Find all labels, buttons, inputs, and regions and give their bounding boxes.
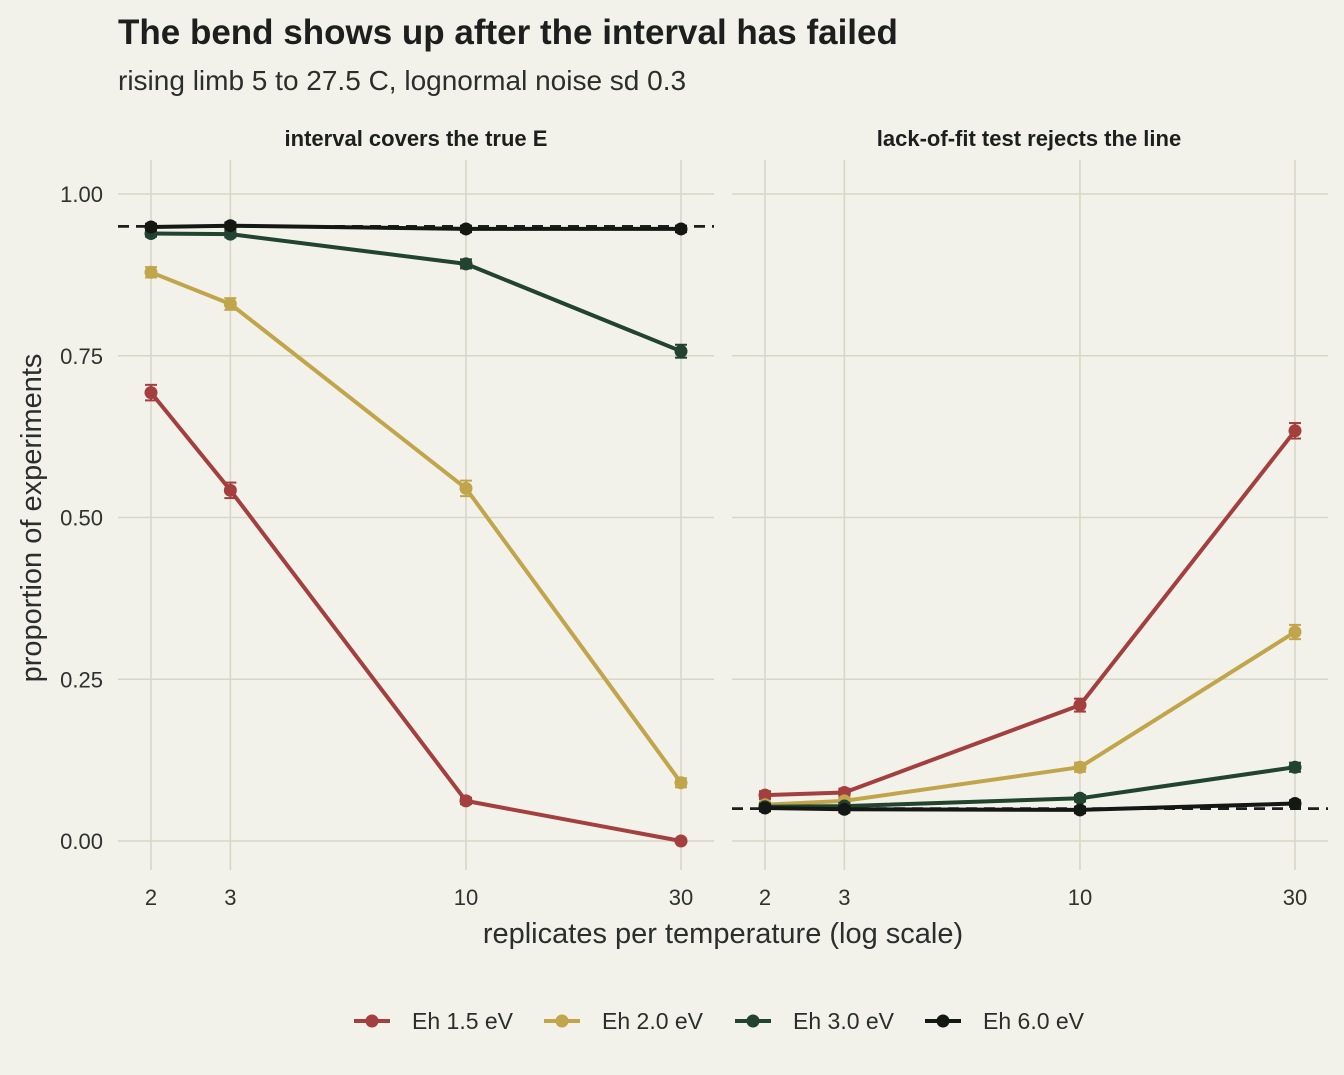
y-axis-title: proportion of experiments xyxy=(16,354,48,683)
data-point xyxy=(1288,625,1302,639)
data-point xyxy=(459,257,473,271)
data-point xyxy=(144,265,158,279)
data-point xyxy=(1073,803,1087,817)
legend-label: Eh 3.0 eV xyxy=(793,1008,895,1034)
series-line xyxy=(150,223,681,231)
y-tick-label: 0.50 xyxy=(60,506,103,531)
series-line xyxy=(764,630,1297,807)
y-tick-label: 0.25 xyxy=(60,667,103,692)
legend-item: Eh 2.0 eV xyxy=(544,1008,704,1034)
panel-lack-of-fit: lack-of-fit test rejects the line 2 3 10 30 xyxy=(732,126,1328,910)
y-tick-label: 0.00 xyxy=(60,829,103,854)
x-tick-label: 2 xyxy=(759,885,771,910)
data-point xyxy=(144,386,158,400)
legend-label: Eh 1.5 eV xyxy=(412,1008,514,1034)
legend-label: Eh 2.0 eV xyxy=(602,1008,704,1034)
data-point xyxy=(837,802,851,816)
legend-item: Eh 3.0 eV xyxy=(735,1008,895,1034)
chart-title: The bend shows up after the interval has… xyxy=(118,13,898,52)
series-line xyxy=(764,801,1296,812)
data-point xyxy=(223,219,237,233)
series-line xyxy=(150,270,683,784)
data-point xyxy=(223,297,237,311)
legend-key-point xyxy=(746,1014,760,1028)
data-point xyxy=(1073,698,1087,712)
data-point xyxy=(1073,791,1087,805)
data-point xyxy=(1288,760,1302,774)
legend: Eh 1.5 eV Eh 2.0 eV Eh 3.0 eV Eh 6.0 eV xyxy=(354,1008,1085,1034)
series-line xyxy=(149,391,682,843)
x-axis-title: replicates per temperature (log scale) xyxy=(483,918,963,950)
x-tick-label: 10 xyxy=(1068,885,1092,910)
series-line xyxy=(150,231,682,354)
data-point xyxy=(459,222,473,236)
panel-strip-label: lack-of-fit test rejects the line xyxy=(877,126,1181,151)
x-tick-label: 10 xyxy=(454,885,478,910)
series-line xyxy=(764,765,1296,809)
data-point xyxy=(674,222,688,236)
panel-strip-label: interval covers the true E xyxy=(285,126,548,151)
legend-item: Eh 1.5 eV xyxy=(354,1008,514,1034)
data-point xyxy=(758,788,772,802)
data-point xyxy=(223,483,237,497)
chart-subtitle: rising limb 5 to 27.5 C, lognormal noise… xyxy=(118,65,686,96)
panel-interval-coverage: interval covers the true E 2 3 10 30 xyxy=(118,126,714,910)
data-point xyxy=(674,776,688,790)
legend-key-point xyxy=(555,1014,569,1028)
data-point xyxy=(1073,760,1087,774)
legend-key-point xyxy=(936,1014,950,1028)
x-tick-label: 3 xyxy=(838,885,850,910)
y-axis-ticks: 0.00 0.25 0.50 0.75 1.00 xyxy=(60,182,103,854)
x-tick-label: 30 xyxy=(1283,885,1307,910)
x-tick-label: 2 xyxy=(145,885,157,910)
legend-key-point xyxy=(365,1014,379,1028)
data-point xyxy=(459,794,473,808)
series-eh-6-0-ev xyxy=(758,796,1302,817)
data-point xyxy=(674,344,688,358)
legend-label: Eh 6.0 eV xyxy=(983,1008,1085,1034)
y-tick-label: 1.00 xyxy=(60,182,103,207)
y-tick-label: 0.75 xyxy=(60,344,103,369)
data-point xyxy=(459,481,473,495)
series-eh-6-0-ev xyxy=(144,219,688,236)
data-point xyxy=(1288,796,1302,810)
x-tick-label: 3 xyxy=(224,885,236,910)
series-line xyxy=(764,429,1297,798)
legend-item: Eh 6.0 eV xyxy=(925,1008,1085,1034)
series-eh-2-0-ev xyxy=(144,265,688,790)
data-point xyxy=(758,801,772,815)
data-point xyxy=(144,220,158,234)
data-point xyxy=(674,834,688,848)
series-eh-1-5-ev xyxy=(144,383,688,848)
data-point xyxy=(1288,424,1302,438)
x-tick-label: 30 xyxy=(669,885,693,910)
